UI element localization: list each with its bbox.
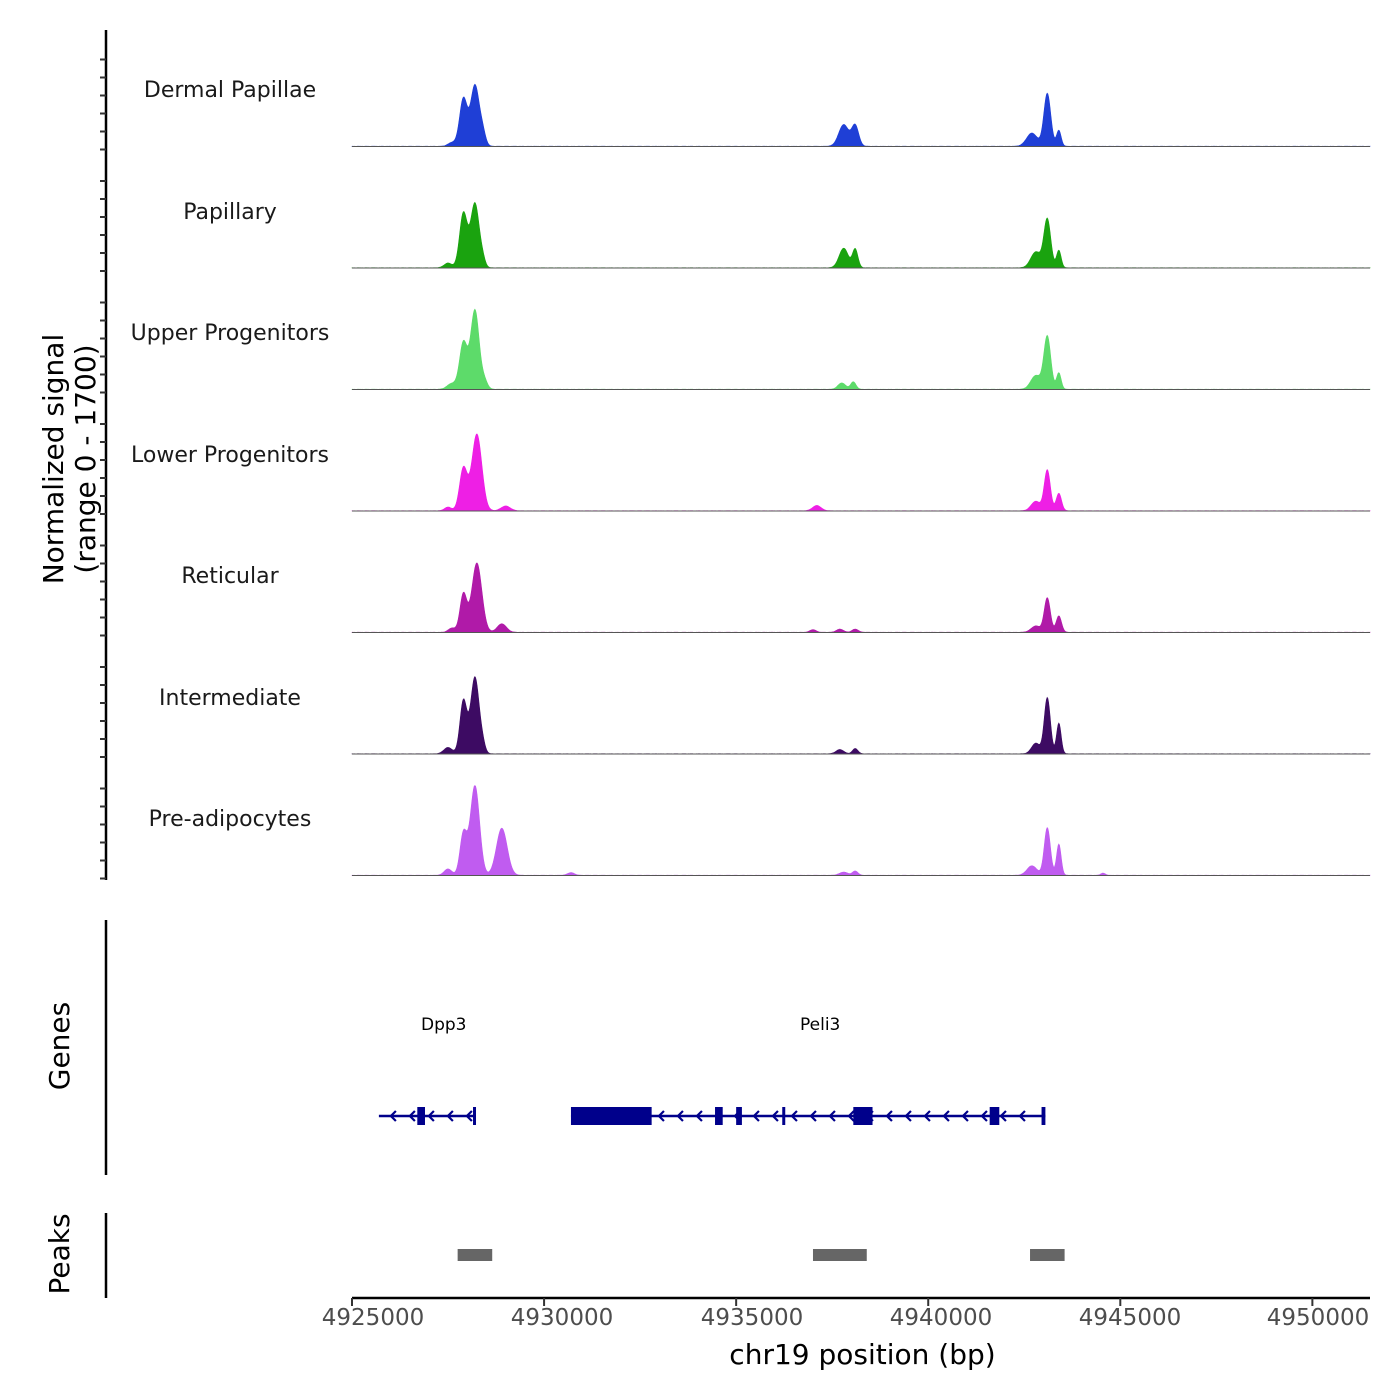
y-axis-title-line1: Normalized signal	[37, 333, 70, 585]
strand-arrow	[904, 1110, 912, 1122]
signal-area	[351, 676, 1371, 755]
peak-region	[812, 1249, 867, 1261]
genes-panel-label: Genes	[43, 1001, 76, 1091]
strand-arrow	[828, 1110, 836, 1122]
x-tick-label: 4940000	[889, 1305, 993, 1331]
strand-arrow	[446, 1110, 454, 1122]
signal-area	[351, 562, 1371, 633]
track-label-lower-progenitors: Lower Progenitors	[131, 443, 329, 468]
strand-arrow	[408, 1110, 416, 1122]
axis-layer	[100, 30, 1370, 1306]
gene-exon	[853, 1107, 873, 1125]
strand-arrow	[389, 1110, 397, 1122]
x-tick-label: 4925000	[321, 1305, 425, 1331]
gene-annotations	[378, 1107, 1046, 1125]
gene-exon	[989, 1107, 1000, 1125]
x-tick-label: 4935000	[700, 1305, 804, 1331]
gene-model	[570, 1107, 1046, 1125]
gene-exon	[715, 1107, 723, 1125]
signal-track	[351, 308, 1371, 390]
peak-region	[457, 1249, 493, 1261]
signal-area	[351, 785, 1371, 876]
gene-label-peli3: Peli3	[800, 1015, 841, 1035]
strand-arrow	[676, 1110, 684, 1122]
signal-track	[351, 562, 1371, 633]
track-label-papillary: Papillary	[183, 200, 277, 225]
strand-arrow	[809, 1110, 817, 1122]
peak-regions	[457, 1249, 1065, 1261]
gene-exon	[417, 1107, 425, 1125]
strand-arrow	[1018, 1110, 1026, 1122]
track-label-intermediate: Intermediate	[159, 686, 301, 711]
signal-area	[351, 308, 1371, 390]
track-label-dermal-papillae: Dermal Papillae	[143, 78, 317, 103]
signal-area	[351, 201, 1371, 269]
y-axis-title-line2: (range 0 - 1700)	[69, 344, 102, 574]
strand-arrow	[980, 1110, 988, 1122]
strand-arrow	[847, 1110, 855, 1122]
gene-label-dpp3: Dpp3	[421, 1015, 467, 1035]
strand-arrow	[942, 1110, 950, 1122]
strand-arrow	[999, 1110, 1007, 1122]
x-axis-title: chr19 position (bp)	[729, 1338, 996, 1371]
x-tick-label: 4945000	[1078, 1305, 1182, 1331]
gene-exon	[570, 1107, 652, 1125]
signal-track	[351, 201, 1371, 269]
track-label-pre-adipocytes: Pre-adipocytes	[148, 807, 312, 832]
peaks-panel-label: Peaks	[43, 1213, 76, 1295]
track-label-upper-progenitors: Upper Progenitors	[130, 321, 330, 346]
strand-arrow	[961, 1110, 969, 1122]
strand-arrow	[771, 1110, 779, 1122]
signal-track	[351, 676, 1371, 755]
strand-arrow	[695, 1110, 703, 1122]
gene-model	[378, 1107, 477, 1125]
track-label-reticular: Reticular	[181, 564, 279, 589]
strand-arrow	[657, 1110, 665, 1122]
gene-exon	[473, 1107, 477, 1125]
gene-exon	[736, 1107, 742, 1125]
y-axis-title: Normalized signal (range 0 - 1700)	[37, 249, 102, 669]
strand-arrow	[923, 1110, 931, 1122]
strand-arrow	[427, 1110, 435, 1122]
gene-exon	[782, 1107, 786, 1125]
peak-region	[1030, 1249, 1065, 1261]
signal-track	[351, 83, 1371, 147]
gene-exon	[1041, 1107, 1046, 1125]
signal-track	[351, 433, 1371, 512]
strand-arrow	[752, 1110, 760, 1122]
strand-arrow	[790, 1110, 798, 1122]
strand-arrow	[885, 1110, 893, 1122]
strand-arrow	[465, 1110, 473, 1122]
signal-tracks	[351, 83, 1371, 876]
signal-area	[351, 83, 1371, 147]
signal-area	[351, 433, 1371, 512]
x-tick-label: 4950000	[1266, 1305, 1370, 1331]
signal-track	[351, 785, 1371, 876]
x-tick-label: 4930000	[510, 1305, 614, 1331]
